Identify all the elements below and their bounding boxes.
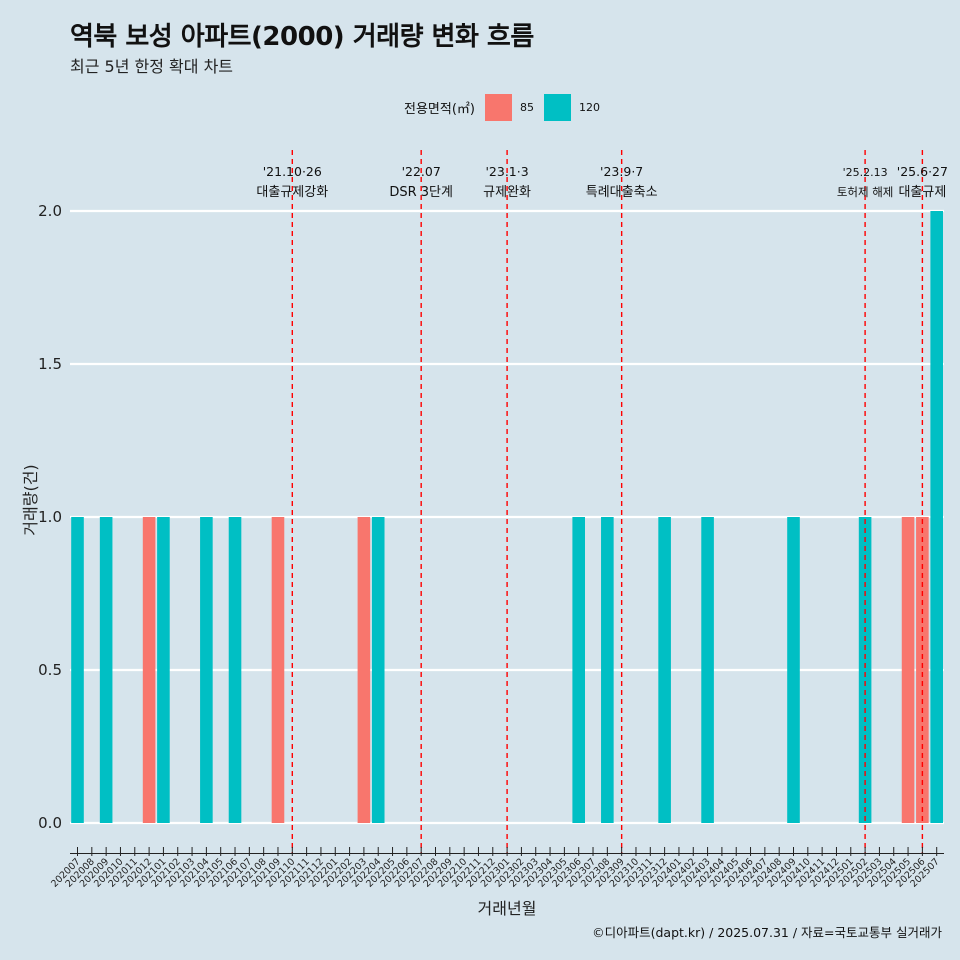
event-name-label: 토허제 해제 [837,185,894,199]
legend-swatch-120 [543,93,571,121]
event-name-label: 대출규제 [898,185,946,200]
legend-label-85: 85 [519,100,534,114]
bar-120 [99,517,113,823]
y-tick-label: 1.5 [38,355,62,373]
event-date-label: '23.1·3 [485,164,528,179]
y-tick-label: 2.0 [38,202,62,220]
event-date-label: '23.9·7 [600,164,643,179]
bar-120 [200,517,213,823]
bar-120 [658,517,671,823]
source-caption: ©디아파트(dapt.kr) / 2025.07.31 / 자료=국토교통부 실… [592,925,942,940]
bar-85 [916,517,929,823]
event-date-label: '25.2.13 [843,166,888,179]
legend-label-120: 120 [578,100,600,114]
event-name-label: 규제완화 [483,185,531,200]
bar-120 [71,517,84,823]
chart-title: 역북 보성 아파트(2000) 거래량 변화 흐름 [70,22,534,52]
event-name-label: DSR 3단계 [389,185,453,200]
legend: 전용면적(㎡) 85 120 [404,93,600,121]
event-date-label: '21.10·26 [263,164,322,179]
bar-85 [357,517,371,823]
event-name-label: 특례대출축소 [586,185,658,200]
bar-85 [901,517,915,823]
bar-120 [701,517,714,823]
x-axis-title: 거래년월 [478,899,537,918]
bar-120 [787,517,800,823]
event-date-label: '22.07 [402,164,441,179]
event-name-label: 대출규제강화 [256,185,328,200]
y-tick-label: 0.0 [38,814,62,832]
bar-120 [858,517,872,823]
y-tick-label: 1.0 [38,508,62,526]
bar-85 [271,517,285,823]
legend-swatch-85 [484,93,512,121]
bar-120 [601,517,614,823]
chart-subtitle: 최근 5년 한정 확대 차트 [70,57,234,76]
y-tick-label: 0.5 [38,661,62,679]
bar-120 [572,517,585,823]
bar-85 [142,517,156,823]
y-axis-title: 거래량(건) [21,464,40,535]
bar-120 [157,517,170,823]
legend-title: 전용면적(㎡) [404,101,475,117]
bar-120 [371,517,385,823]
bar-120 [930,211,943,823]
bar-120 [228,517,242,823]
event-date-label: '25.6·27 [897,164,948,179]
